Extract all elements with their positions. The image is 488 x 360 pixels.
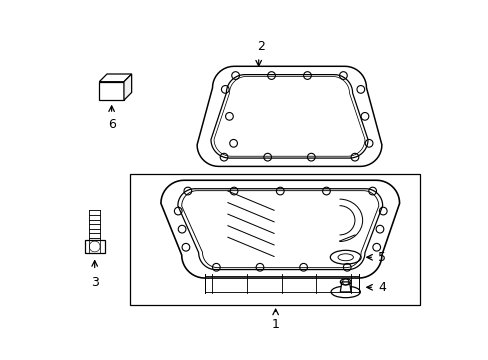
Text: 5: 5 <box>377 251 385 264</box>
Text: 6: 6 <box>107 118 115 131</box>
Polygon shape <box>214 76 364 156</box>
Bar <box>84 239 104 253</box>
Text: 2: 2 <box>257 40 264 53</box>
Bar <box>130 174 420 305</box>
Polygon shape <box>210 75 367 158</box>
Text: 3: 3 <box>91 276 99 289</box>
Polygon shape <box>161 180 399 278</box>
Polygon shape <box>340 282 350 292</box>
Text: 4: 4 <box>377 281 385 294</box>
Polygon shape <box>178 189 382 270</box>
Text: 1: 1 <box>271 318 279 331</box>
Polygon shape <box>123 74 131 100</box>
Bar <box>99 82 123 100</box>
Polygon shape <box>99 74 131 82</box>
Polygon shape <box>182 191 378 267</box>
Polygon shape <box>197 66 381 166</box>
